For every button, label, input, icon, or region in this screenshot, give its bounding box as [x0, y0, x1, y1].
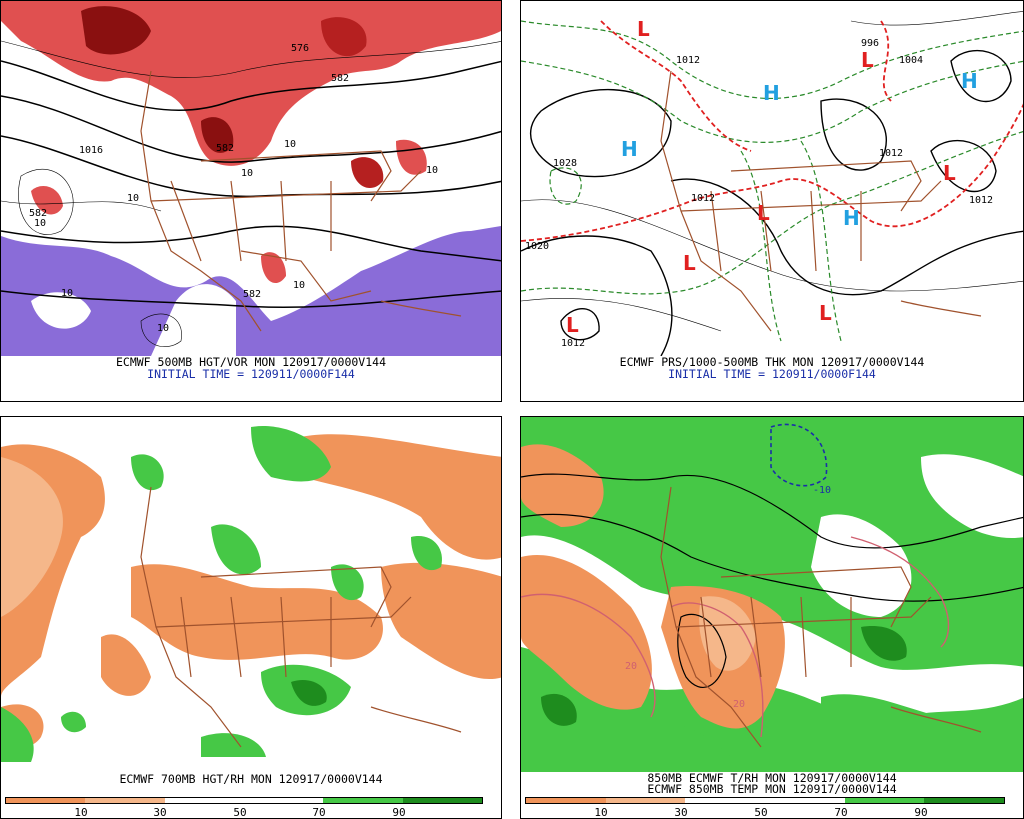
svg-text:1012: 1012	[969, 195, 993, 206]
colorbar-segment	[844, 798, 925, 803]
panel-500mb-hgt-vor: 1016 10 582 10 582 10 10 10 10 582 10 10…	[0, 0, 502, 402]
colorbar-tick: 10	[74, 806, 88, 819]
panel-850mb-t-rh: -10 20 20 850MB ECMWF T/RH MON 120917/00…	[520, 416, 1024, 819]
high-pressure-mark: H	[763, 81, 780, 105]
colorbar-segment	[323, 798, 403, 803]
low-pressure-mark: L	[861, 48, 874, 72]
panel-prs-thk: 1028 1020 1012 1012 1012 996 1004 1012 1…	[520, 0, 1024, 402]
panel2-caption-title: ECMWF PRS/1000-500MB THK MON 120917/0000…	[619, 355, 925, 369]
svg-text:10: 10	[157, 323, 169, 334]
svg-text:1028: 1028	[553, 158, 577, 169]
svg-text:10: 10	[34, 218, 46, 229]
temperature-rh-850mb-map: -10 20 20	[521, 417, 1023, 772]
svg-text:996: 996	[861, 38, 879, 49]
svg-text:582: 582	[216, 143, 234, 154]
svg-text:1012: 1012	[561, 338, 585, 349]
low-pressure-mark: L	[757, 201, 770, 225]
colorbar-tick: 50	[754, 806, 768, 819]
low-pressure-mark: L	[637, 17, 650, 41]
colorbar-segment	[402, 798, 482, 803]
panel-700mb-hgt-rh: ECMWF 700MB HGT/RH MON 120917/0000V144 1…	[0, 416, 502, 819]
colorbar-segment	[6, 798, 86, 803]
colorbar-segment	[924, 798, 1005, 803]
svg-text:1016: 1016	[79, 145, 103, 156]
colorbar-tick: 50	[233, 806, 247, 819]
colorbar-tick: 70	[834, 806, 848, 819]
svg-text:10: 10	[293, 280, 305, 291]
panel1-caption-initial-time: INITIAL TIME = 120911/0000F144	[147, 367, 355, 381]
svg-text:-10: -10	[813, 485, 831, 496]
panel3-caption-title: ECMWF 700MB HGT/RH MON 120917/0000V144	[119, 772, 383, 786]
panel2-caption-initial-time: INITIAL TIME = 120911/0000F144	[668, 367, 876, 381]
colorbar-segment	[526, 798, 606, 803]
svg-text:20: 20	[733, 699, 745, 710]
colorbar-segment	[685, 798, 766, 803]
svg-text:576: 576	[291, 43, 309, 54]
high-pressure-mark: H	[843, 206, 860, 230]
svg-text:1020: 1020	[525, 241, 549, 252]
svg-text:10: 10	[127, 193, 139, 204]
svg-text:1004: 1004	[899, 55, 923, 66]
colorbar-tick: 10	[594, 806, 608, 819]
low-pressure-mark: L	[566, 313, 579, 337]
low-pressure-mark: L	[819, 301, 832, 325]
colorbar-tick: 90	[392, 806, 406, 819]
colorbar-segment	[164, 798, 244, 803]
colorbar-tick: 30	[153, 806, 167, 819]
svg-text:582: 582	[331, 73, 349, 84]
vorticity-map: 1016 10 582 10 582 10 10 10 10 582 10 10…	[1, 1, 501, 356]
high-pressure-mark: H	[961, 69, 978, 93]
relative-humidity-700mb-map	[1, 417, 501, 772]
colorbar-segment	[605, 798, 686, 803]
colorbar-tick: 70	[312, 806, 326, 819]
svg-text:10: 10	[61, 288, 73, 299]
svg-text:10: 10	[241, 168, 253, 179]
colorbar-segment	[243, 798, 324, 803]
low-pressure-mark: L	[943, 161, 956, 185]
panel4-caption-subtitle: ECMWF 850MB TEMP MON 120917/0000V144	[647, 782, 897, 796]
pressure-thickness-map: 1028 1020 1012 1012 1012 996 1004 1012 1…	[521, 1, 1023, 356]
svg-text:1012: 1012	[879, 148, 903, 159]
rh-colorbar	[5, 797, 483, 804]
colorbar-segment	[765, 798, 845, 803]
panel1-caption-title: ECMWF 500MB HGT/VOR MON 120917/0000V144	[115, 355, 387, 369]
svg-text:20: 20	[625, 661, 637, 672]
colorbar-tick: 90	[914, 806, 928, 819]
svg-text:582: 582	[29, 208, 47, 219]
svg-text:582: 582	[243, 289, 261, 300]
rh-colorbar	[525, 797, 1005, 804]
panel4-caption-title: 850MB ECMWF T/RH MON 120917/0000V144	[647, 771, 897, 785]
svg-text:10: 10	[284, 139, 296, 150]
high-pressure-mark: H	[621, 137, 638, 161]
svg-text:1012: 1012	[676, 55, 700, 66]
svg-text:1012: 1012	[691, 193, 715, 204]
svg-text:10: 10	[426, 165, 438, 176]
colorbar-tick: 30	[674, 806, 688, 819]
low-pressure-mark: L	[683, 251, 696, 275]
colorbar-segment	[85, 798, 165, 803]
